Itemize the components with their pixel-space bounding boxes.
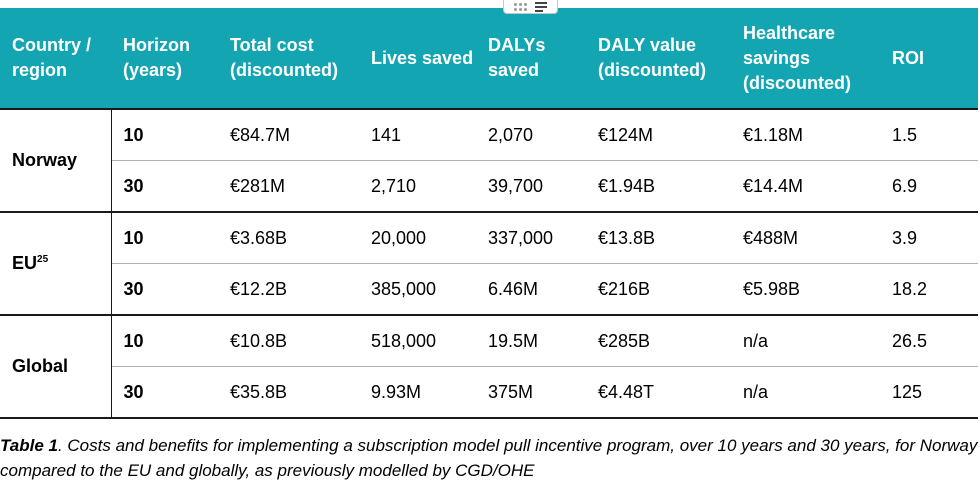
- roi-cell: 18.2: [880, 263, 978, 316]
- daly-value-cell: €13.8B: [586, 212, 731, 264]
- country-name: Global: [12, 356, 69, 376]
- dalys-saved-cell: 2,070: [476, 109, 586, 161]
- table-header-row: Country / region Horizon (years) Total c…: [0, 8, 978, 110]
- healthcare-savings-cell: €5.98B: [731, 263, 880, 316]
- table-row: EU25 10 €3.68B 20,000 337,000 €13.8B €48…: [0, 212, 978, 316]
- daly-value-cell: €1.94B: [586, 160, 731, 213]
- lines-menu-icon[interactable]: [535, 1, 547, 12]
- table-row: 30 €281M 2,710 39,700 €1.94B €14.4M 6.9: [0, 160, 978, 213]
- header-total-cost: Total cost (discounted): [218, 8, 359, 110]
- header-horizon: Horizon (years): [111, 8, 218, 110]
- healthcare-savings-cell: €14.4M: [731, 160, 880, 213]
- lives-saved-cell: 385,000: [359, 263, 476, 316]
- lives-saved-cell: 2,710: [359, 160, 476, 213]
- dalys-saved-cell: 6.46M: [476, 263, 586, 316]
- table-row: Norway 10 €84.7M 141 2,070 €124M €1.18M …: [0, 109, 978, 213]
- country-cell: Global: [0, 315, 112, 419]
- country-cell: Norway: [0, 109, 112, 213]
- header-lives-saved: Lives saved: [359, 8, 476, 110]
- caption-label: Table 1: [0, 436, 58, 455]
- lives-saved-cell: 141: [359, 109, 476, 161]
- total-cost-cell: €12.2B: [218, 263, 359, 316]
- country-cell: EU25: [0, 212, 112, 316]
- horizon-cell: 10: [111, 109, 218, 161]
- roi-cell: 26.5: [880, 315, 978, 367]
- daly-value-cell: €216B: [586, 263, 731, 316]
- cost-benefit-table: Country / region Horizon (years) Total c…: [0, 8, 978, 419]
- roi-cell: 125: [880, 366, 978, 419]
- daly-value-cell: €124M: [586, 109, 731, 161]
- header-healthcare-savings: Healthcare savings (discounted): [731, 8, 880, 110]
- dalys-saved-cell: 337,000: [476, 212, 586, 264]
- horizon-cell: 30: [111, 263, 218, 316]
- healthcare-savings-cell: n/a: [731, 315, 880, 367]
- dalys-saved-cell: 39,700: [476, 160, 586, 213]
- lives-saved-cell: 9.93M: [359, 366, 476, 419]
- healthcare-savings-cell: €1.18M: [731, 109, 880, 161]
- total-cost-cell: €281M: [218, 160, 359, 213]
- header-daly-value: DALY value (discounted): [586, 8, 731, 110]
- lives-saved-cell: 20,000: [359, 212, 476, 264]
- header-country: Country / region: [0, 8, 111, 110]
- footnote-ref[interactable]: 25: [37, 254, 49, 265]
- healthcare-savings-cell: €488M: [731, 212, 880, 264]
- country-name: Norway: [12, 150, 78, 170]
- dalys-saved-cell: 375M: [476, 366, 586, 419]
- daly-value-cell: €4.48T: [586, 366, 731, 419]
- total-cost-cell: €3.68B: [218, 212, 359, 264]
- roi-cell: 6.9: [880, 160, 978, 213]
- horizon-cell: 30: [111, 160, 218, 213]
- horizon-cell: 10: [111, 212, 218, 264]
- horizon-cell: 30: [111, 366, 218, 419]
- lives-saved-cell: 518,000: [359, 315, 476, 367]
- header-roi: ROI: [880, 8, 978, 110]
- total-cost-cell: €35.8B: [218, 366, 359, 419]
- total-cost-cell: €84.7M: [218, 109, 359, 161]
- healthcare-savings-cell: n/a: [731, 366, 880, 419]
- daly-value-cell: €285B: [586, 315, 731, 367]
- table-caption: Table 1. Costs and benefits for implemen…: [0, 433, 978, 483]
- horizon-cell: 10: [111, 315, 218, 367]
- total-cost-cell: €10.8B: [218, 315, 359, 367]
- roi-cell: 3.9: [880, 212, 978, 264]
- dalys-saved-cell: 19.5M: [476, 315, 586, 367]
- table-row: Global 10 €10.8B 518,000 19.5M €285B n/a…: [0, 315, 978, 419]
- table-row: 30 €35.8B 9.93M 375M €4.48T n/a 125: [0, 366, 978, 419]
- table-row: 30 €12.2B 385,000 6.46M €216B €5.98B 18.…: [0, 263, 978, 316]
- table-toolbar-handle[interactable]: [503, 0, 558, 14]
- drag-dots-icon[interactable]: [514, 2, 527, 11]
- caption-text: . Costs and benefits for implementing a …: [0, 436, 978, 480]
- country-name: EU: [12, 253, 38, 273]
- roi-cell: 1.5: [880, 109, 978, 161]
- header-dalys-saved: DALYs saved: [476, 8, 586, 110]
